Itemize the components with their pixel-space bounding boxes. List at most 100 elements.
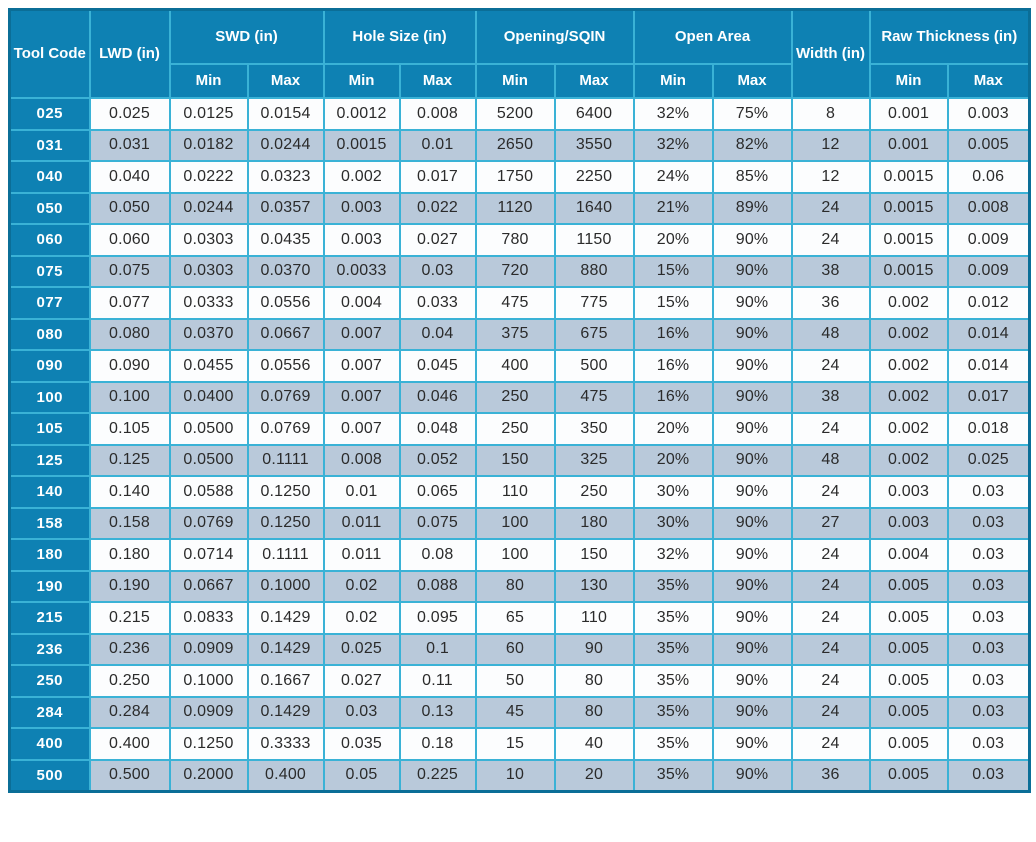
data-cell: 27 — [790, 506, 871, 540]
data-cell: 475 — [553, 380, 635, 414]
table-header: Tool Code LWD (in) SWD (in) Hole Size (i… — [8, 8, 1031, 99]
data-cell: 90% — [711, 601, 793, 635]
data-cell: 0.125 — [88, 443, 171, 477]
data-cell: 500 — [553, 349, 635, 383]
table-row: 158 0.158 0.0769 0.1250 0.011 0.075 100 180 30% 9… — [8, 506, 1031, 540]
data-cell: 0.003 — [322, 223, 401, 257]
data-cell: 0.001 — [868, 128, 949, 162]
data-cell: 0.1000 — [168, 664, 249, 698]
table-row: 075 0.075 0.0303 0.0370 0.0033 0.03 720 880 15% 9… — [8, 254, 1031, 288]
data-cell: 20% — [632, 443, 714, 477]
data-cell: 35% — [632, 569, 714, 603]
tool-code-cell: 125 — [8, 443, 91, 477]
data-cell: 0.1250 — [246, 475, 325, 509]
data-cell: 5200 — [474, 97, 556, 131]
data-cell: 150 — [553, 538, 635, 572]
data-cell: 80 — [474, 569, 556, 603]
data-cell: 85% — [711, 160, 793, 194]
data-cell: 0.284 — [88, 695, 171, 729]
data-cell: 0.0769 — [246, 380, 325, 414]
data-cell: 0.03 — [946, 758, 1031, 793]
data-cell: 32% — [632, 538, 714, 572]
data-cell: 475 — [474, 286, 556, 320]
table-row: 105 0.105 0.0500 0.0769 0.007 0.048 250 350 20% 9… — [8, 412, 1031, 446]
data-cell: 0.002 — [868, 412, 949, 446]
data-cell: 0.03 — [946, 538, 1031, 572]
data-cell: 2250 — [553, 160, 635, 194]
data-cell: 24 — [790, 664, 871, 698]
data-cell: 0.003 — [322, 191, 401, 225]
data-cell: 24 — [790, 632, 871, 666]
data-cell: 0.0033 — [322, 254, 401, 288]
data-cell: 0.03 — [946, 727, 1031, 761]
data-cell: 0.0500 — [168, 412, 249, 446]
data-cell: 0.0333 — [168, 286, 249, 320]
data-cell: 90% — [711, 632, 793, 666]
data-cell: 0.1250 — [246, 506, 325, 540]
data-cell: 24 — [790, 191, 871, 225]
data-cell: 0.005 — [868, 695, 949, 729]
data-cell: 12 — [790, 128, 871, 162]
data-cell: 0.0667 — [246, 317, 325, 351]
data-cell: 375 — [474, 317, 556, 351]
data-cell: 0.004 — [322, 286, 401, 320]
data-cell: 0.025 — [88, 97, 171, 131]
table-row: 236 0.236 0.0909 0.1429 0.025 0.1 60 90 35% 90% 24… — [8, 632, 1031, 666]
data-cell: 24 — [790, 223, 871, 257]
data-cell: 90% — [711, 317, 793, 351]
tool-code-cell: 158 — [8, 506, 91, 540]
table-row: 400 0.400 0.1250 0.3333 0.035 0.18 15 40 35% 90% 2… — [8, 727, 1031, 761]
data-cell: 0.190 — [88, 569, 171, 603]
data-cell: 0.065 — [398, 475, 477, 509]
data-cell: 0.0015 — [868, 191, 949, 225]
data-cell: 325 — [553, 443, 635, 477]
data-cell: 0.002 — [868, 349, 949, 383]
data-cell: 720 — [474, 254, 556, 288]
data-cell: 32% — [632, 97, 714, 131]
data-cell: 0.0244 — [168, 191, 249, 225]
tool-code-cell: 100 — [8, 380, 91, 414]
tool-code-cell: 040 — [8, 160, 91, 194]
data-cell: 80 — [553, 664, 635, 698]
data-cell: 21% — [632, 191, 714, 225]
data-cell: 90% — [711, 695, 793, 729]
tool-code-cell: 060 — [8, 223, 91, 257]
data-cell: 90% — [711, 506, 793, 540]
data-cell: 0.08 — [398, 538, 477, 572]
header-raw-thickness: Raw Thickness (in) — [868, 8, 1031, 65]
tool-code-cell: 215 — [8, 601, 91, 635]
tool-code-cell: 284 — [8, 695, 91, 729]
data-cell: 16% — [632, 349, 714, 383]
data-cell: 24 — [790, 475, 871, 509]
data-cell: 38 — [790, 380, 871, 414]
data-cell: 0.005 — [868, 569, 949, 603]
data-cell: 24 — [790, 695, 871, 729]
table-row: 180 0.180 0.0714 0.1111 0.011 0.08 100 150 32% 90… — [8, 538, 1031, 572]
data-cell: 780 — [474, 223, 556, 257]
data-cell: 0.0909 — [168, 632, 249, 666]
data-cell: 150 — [474, 443, 556, 477]
data-cell: 0.0244 — [246, 128, 325, 162]
table-row: 215 0.215 0.0833 0.1429 0.02 0.095 65 110 35% 90%… — [8, 601, 1031, 635]
data-cell: 0.1667 — [246, 664, 325, 698]
data-cell: 250 — [474, 380, 556, 414]
data-cell: 90% — [711, 538, 793, 572]
tool-spec-table: Tool Code LWD (in) SWD (in) Hole Size (i… — [8, 8, 1032, 793]
tool-code-cell: 190 — [8, 569, 91, 603]
data-cell: 90 — [553, 632, 635, 666]
data-cell: 0.1 — [398, 632, 477, 666]
data-cell: 0.400 — [88, 727, 171, 761]
data-cell: 110 — [553, 601, 635, 635]
data-cell: 0.0182 — [168, 128, 249, 162]
header-open-area-min: Min — [632, 63, 714, 99]
data-cell: 0.0769 — [246, 412, 325, 446]
data-cell: 130 — [553, 569, 635, 603]
data-cell: 0.0303 — [168, 254, 249, 288]
data-cell: 1750 — [474, 160, 556, 194]
tool-code-cell: 180 — [8, 538, 91, 572]
data-cell: 0.031 — [88, 128, 171, 162]
data-cell: 0.018 — [946, 412, 1031, 446]
data-cell: 45 — [474, 695, 556, 729]
table-row: 100 0.100 0.0400 0.0769 0.007 0.046 250 475 16% 9… — [8, 380, 1031, 414]
data-cell: 0.0909 — [168, 695, 249, 729]
